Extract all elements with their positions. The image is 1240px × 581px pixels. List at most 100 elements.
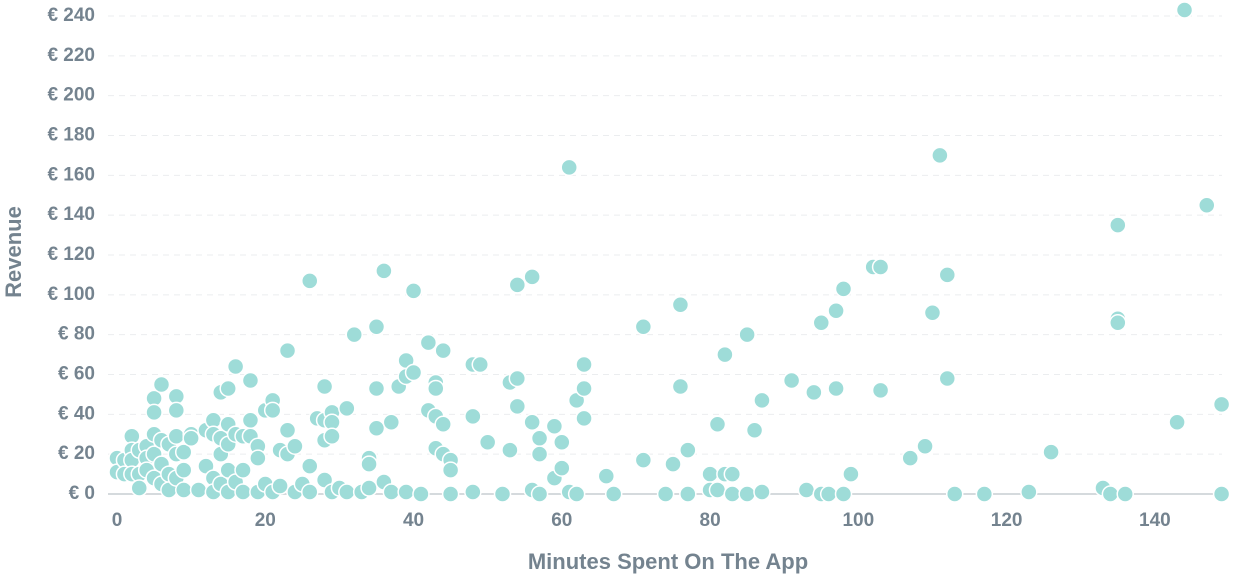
point	[301, 272, 319, 290]
point	[441, 485, 460, 503]
point	[234, 483, 252, 501]
y-tick-label: € 220	[47, 45, 95, 66]
point	[575, 355, 593, 374]
point	[634, 451, 653, 469]
point	[938, 369, 957, 388]
point	[271, 477, 289, 495]
point	[664, 455, 682, 473]
point	[716, 345, 734, 364]
point	[797, 481, 816, 499]
point	[871, 381, 890, 400]
point	[1116, 485, 1134, 503]
point	[286, 437, 304, 455]
point	[382, 483, 401, 501]
point	[493, 485, 512, 503]
point	[723, 465, 742, 483]
point	[315, 377, 334, 396]
point	[471, 355, 490, 374]
point	[1042, 443, 1060, 461]
x-tick-label: 80	[700, 510, 721, 531]
point	[738, 325, 756, 344]
point	[723, 485, 742, 503]
point	[219, 379, 237, 398]
point	[301, 457, 319, 475]
x-tick-label: 20	[255, 510, 276, 531]
point	[241, 371, 260, 390]
point	[530, 485, 549, 503]
point	[597, 467, 616, 485]
point	[508, 276, 527, 294]
point	[567, 485, 586, 503]
y-tick-label: € 140	[47, 204, 95, 225]
point	[174, 443, 193, 461]
point	[975, 485, 994, 503]
x-axis-title: Minutes Spent On The App	[528, 549, 808, 574]
y-tick-label: € 60	[58, 364, 95, 385]
point	[338, 483, 356, 501]
point	[1168, 413, 1186, 432]
point	[345, 325, 363, 344]
point	[671, 296, 690, 314]
point	[382, 413, 401, 432]
point	[301, 483, 319, 501]
point	[434, 341, 452, 360]
x-tick-label: 0	[112, 510, 123, 531]
point	[871, 258, 890, 276]
point	[167, 401, 186, 420]
point	[553, 433, 571, 451]
point	[241, 411, 260, 430]
point	[805, 383, 823, 402]
point	[412, 485, 430, 503]
point	[679, 441, 697, 459]
point	[708, 481, 727, 499]
point	[189, 481, 208, 499]
point	[708, 415, 727, 434]
point	[397, 483, 415, 501]
point	[812, 313, 831, 332]
point	[530, 445, 549, 463]
point	[508, 369, 527, 388]
point	[367, 379, 386, 398]
point	[834, 280, 853, 298]
y-tick-label: € 0	[69, 483, 95, 504]
point	[553, 459, 571, 477]
point	[427, 379, 445, 398]
y-tick-label: € 40	[58, 403, 95, 424]
x-tick-label: 40	[403, 510, 424, 531]
y-tick-label: € 180	[47, 125, 95, 146]
point	[174, 481, 193, 499]
point	[323, 427, 341, 445]
point	[923, 304, 942, 322]
point	[842, 465, 860, 483]
point	[679, 485, 697, 503]
point	[360, 479, 378, 497]
point	[278, 341, 297, 360]
point	[1212, 395, 1231, 414]
point	[1020, 483, 1038, 501]
point	[575, 409, 593, 428]
point	[530, 429, 549, 447]
point	[367, 419, 386, 438]
point	[226, 357, 245, 376]
y-tick-label: € 20	[58, 443, 95, 464]
point	[1175, 1, 1194, 19]
point	[145, 403, 163, 422]
point	[545, 417, 564, 436]
point	[656, 485, 675, 503]
point	[375, 262, 393, 280]
point	[1198, 196, 1216, 214]
point	[753, 483, 771, 501]
point	[782, 371, 801, 390]
point	[404, 363, 423, 382]
x-tick-label: 60	[551, 510, 572, 531]
y-tick-label: € 80	[58, 324, 95, 345]
point	[441, 461, 460, 479]
point	[604, 485, 623, 503]
point	[827, 379, 845, 398]
point	[1212, 485, 1231, 503]
point	[827, 302, 845, 320]
point	[1109, 313, 1127, 332]
x-tick-label: 100	[842, 510, 874, 531]
point	[834, 485, 853, 503]
